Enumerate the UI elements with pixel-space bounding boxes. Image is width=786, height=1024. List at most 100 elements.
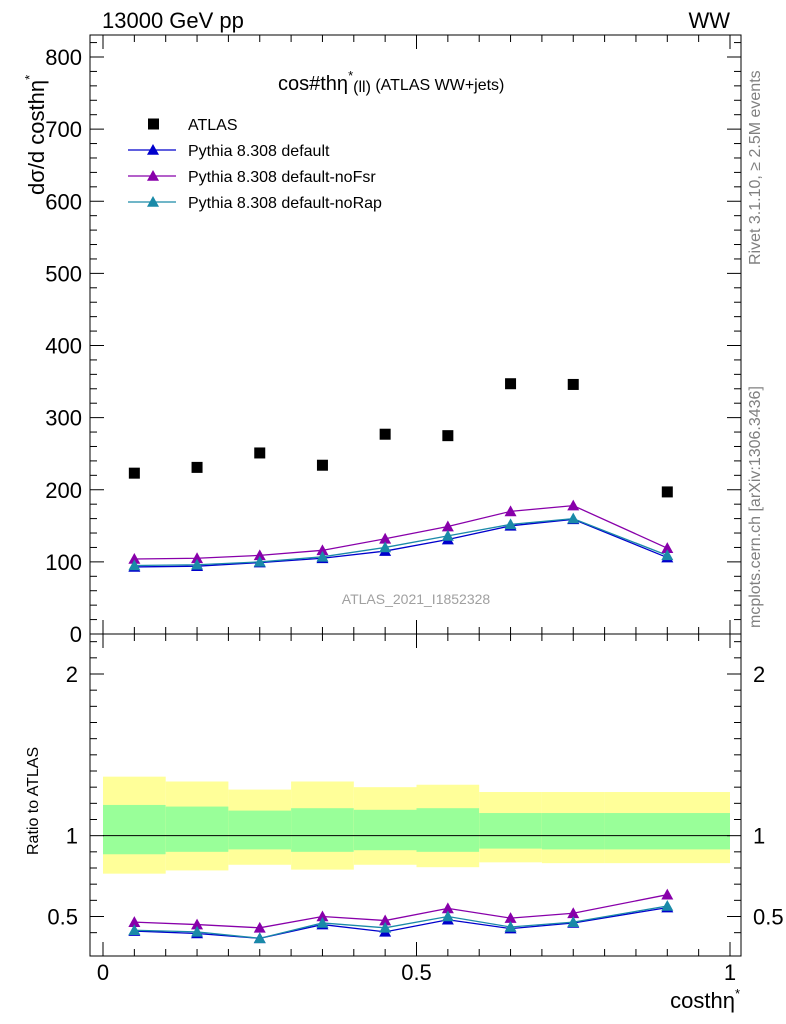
ratio-point (316, 916, 329, 928)
main-y-tick-label: 200 (45, 478, 82, 503)
main-y-tick-label: 500 (45, 261, 82, 286)
uncertainty-band-inner (353, 809, 417, 851)
uncertainty-band-inner (479, 813, 542, 849)
main-y-tick-label: 100 (45, 550, 82, 575)
ratio-point (128, 916, 141, 927)
main-title: cos#thη*(ll) (ATLAS WW+jets) (278, 68, 504, 96)
ratio-point (504, 912, 517, 923)
ratio-y-tick-label-right: 0.5 (753, 905, 784, 930)
data-point (442, 430, 454, 442)
mc-point (316, 550, 329, 562)
main-y-tick-label: 400 (45, 334, 82, 359)
legend-marker (147, 170, 159, 181)
ratio-point (441, 910, 454, 922)
ratio-x-tick-label: 1 (724, 960, 736, 985)
rivet-label: Rivet 3.1.10, ≥ 2.5M events (747, 70, 764, 265)
ratio-point (316, 910, 329, 922)
data-point (128, 467, 140, 479)
ratio-point (567, 907, 580, 919)
ratio-point (253, 921, 266, 933)
ratio-point (567, 916, 580, 927)
legend-marker (147, 144, 159, 155)
legend: ATLAS Pythia 8.308 default Pythia 8.308 de… (128, 117, 382, 212)
ratio-point (379, 921, 392, 933)
mc-point (253, 555, 266, 567)
uncertainty-band-inner (604, 813, 730, 850)
mc-point (661, 542, 674, 553)
mc-point (567, 512, 580, 524)
legend-label: Pythia 8.308 default-noFsr (188, 169, 376, 186)
header-left-label: 13000 GeV pp (102, 8, 244, 33)
header-right-label: WW (688, 8, 730, 33)
mc-point (441, 520, 454, 532)
main-axes: 0 100 200 300 400 500 600 700 800 (45, 35, 741, 647)
ratio-point (253, 932, 266, 944)
uncertainty-band-inner (541, 813, 605, 850)
series-line (134, 504, 668, 560)
mc-point (661, 549, 674, 561)
ratio-panel: 0.5 0.5 1 1 2 2 0 0.5 1 Ratio to ATLAS costhη* (25, 633, 784, 1013)
uncertainty-band-inner (165, 806, 229, 852)
ratio-point (191, 918, 204, 930)
uncertainty-band-inner (416, 808, 480, 852)
uncertainty-band-inner (228, 810, 292, 850)
mc-point (316, 544, 329, 556)
data-point (254, 447, 266, 459)
legend-label: Pythia 8.308 default-noRap (188, 195, 382, 212)
legend-label: ATLAS (188, 117, 238, 134)
ratio-point (504, 921, 517, 932)
mc-point (504, 518, 517, 530)
mc-point (128, 552, 141, 564)
data-point (505, 378, 517, 390)
mc-point (379, 532, 392, 544)
main-panel: 0 100 200 300 400 500 600 700 800 cos#thη*(ll) (… (22, 34, 742, 647)
data-point (379, 428, 391, 440)
mc-point (191, 552, 204, 564)
ratio-y-axis-label: Ratio to ATLAS (25, 747, 42, 855)
legend-marker (148, 118, 159, 130)
ratio-y-tick-label: 1 (66, 824, 78, 849)
main-y-tick-label: 600 (45, 189, 82, 214)
mc-point (567, 499, 580, 511)
ratio-x-tick-label: 0.5 (401, 960, 432, 985)
ratio-y-tick-label: 2 (66, 662, 78, 687)
uncertainty-band-inner (291, 808, 354, 852)
ratio-axes: 0.5 0.5 1 1 2 2 0 0.5 1 (47, 634, 784, 985)
mc-point (504, 505, 517, 517)
mcplots-label: mcplots.cern.ch [arXiv:1306.3436] (747, 386, 764, 628)
ratio-point (128, 924, 141, 936)
main-y-tick-label: 700 (45, 117, 82, 142)
main-data-points (128, 378, 674, 572)
ratio-plot-frame (89, 633, 742, 957)
data-point (191, 461, 203, 473)
uncertainty-band-inner (103, 804, 166, 855)
main-y-tick-label: 0 (70, 622, 82, 647)
data-point (567, 378, 579, 390)
ratio-point (191, 925, 204, 937)
ratio-y-tick-label: 0.5 (47, 905, 78, 930)
mc-point (253, 549, 266, 561)
series-line (134, 518, 668, 568)
main-y-axis-label: dσ/d costhη* (22, 75, 49, 195)
mc-point (128, 559, 141, 571)
legend-label: Pythia 8.308 default (188, 143, 330, 160)
legend-marker (147, 196, 159, 207)
ratio-point (661, 888, 674, 900)
ratio-x-tick-label: 0 (97, 960, 109, 985)
analysis-label: ATLAS_2021_I1852328 (342, 591, 491, 607)
mc-point (379, 541, 392, 553)
mc-point (441, 529, 454, 541)
ratio-point (441, 902, 454, 914)
mc-point (191, 558, 204, 570)
main-y-tick-label: 300 (45, 406, 82, 431)
ratio-point (661, 899, 674, 911)
main-y-tick-label: 800 (45, 45, 82, 70)
data-point (316, 459, 328, 471)
ratio-y-tick-label-right: 2 (753, 662, 765, 687)
ratio-y-tick-label-right: 1 (753, 824, 765, 849)
ratio-x-axis-label: costhη* (670, 986, 740, 1013)
ratio-series-line (134, 894, 668, 929)
data-point (661, 486, 673, 498)
ratio-point (379, 914, 392, 926)
